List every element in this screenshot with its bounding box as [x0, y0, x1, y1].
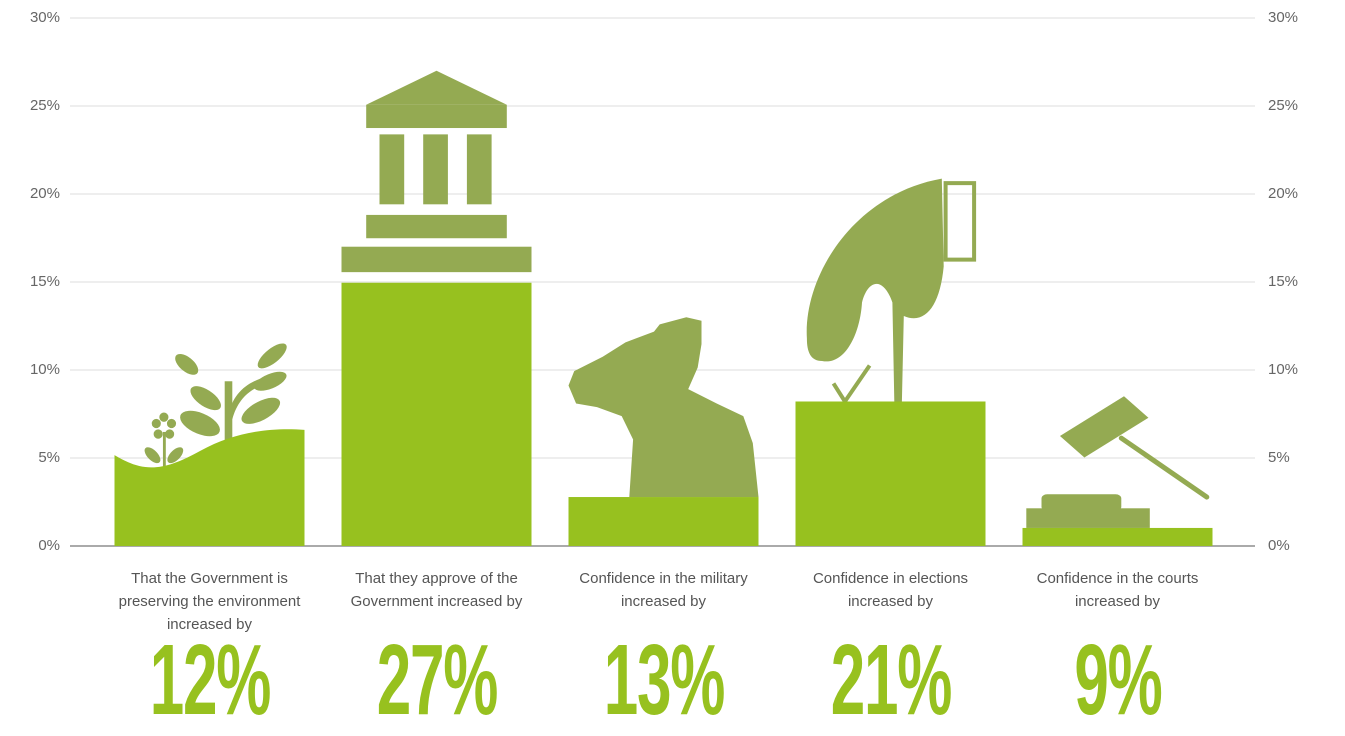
leaf — [175, 353, 199, 375]
y2-tick-label: 10% — [1268, 361, 1298, 378]
slab — [366, 214, 507, 239]
value-label: 12% — [149, 624, 271, 736]
y-tick-label: 25% — [30, 97, 60, 114]
leaf — [254, 371, 287, 391]
column — [423, 134, 448, 205]
gavel — [1026, 396, 1207, 528]
slab — [341, 246, 532, 273]
icon-bar — [795, 178, 986, 546]
petal — [166, 418, 177, 429]
y2-tick-label: 20% — [1268, 185, 1298, 202]
y2-tick-label: 0% — [1268, 537, 1290, 554]
category-label: That the Government is preserving the en… — [118, 570, 301, 633]
column — [466, 134, 492, 205]
leaf — [167, 447, 184, 464]
hand — [806, 178, 944, 402]
icon-bar — [568, 317, 759, 546]
y2-tick-label: 15% — [1268, 273, 1298, 290]
icon-bar — [114, 343, 305, 546]
y-tick-label: 0% — [38, 537, 60, 554]
category-label: Confidence in elections increased by — [812, 570, 969, 610]
petal — [165, 429, 175, 439]
y-tick-label: 15% — [30, 273, 60, 290]
petal — [153, 429, 163, 439]
petal — [151, 418, 161, 429]
building — [341, 70, 532, 273]
block — [1041, 494, 1122, 512]
leaf — [241, 397, 281, 424]
category-label: Confidence in the military increased by — [579, 570, 748, 610]
ballot — [806, 178, 975, 402]
check — [834, 365, 870, 401]
bar — [341, 282, 532, 546]
gavel-handle — [1121, 438, 1207, 497]
value-label: 9% — [1073, 624, 1162, 736]
column — [379, 134, 405, 205]
petal — [159, 412, 169, 422]
y-tick-label: 10% — [30, 361, 60, 378]
bar — [1022, 527, 1213, 546]
value-label: 21% — [830, 624, 952, 736]
architrave — [366, 104, 507, 129]
category-label: Confidence in the courts increased by — [1036, 570, 1199, 610]
stem — [224, 381, 233, 456]
hill — [114, 429, 305, 546]
flower-center — [160, 424, 167, 431]
bar — [795, 401, 986, 546]
y2-tick-label: 25% — [1268, 97, 1298, 114]
y-tick-label: 5% — [38, 449, 60, 466]
category-label: That they approve of the Government incr… — [350, 570, 523, 610]
y-tick-label: 30% — [30, 9, 60, 26]
value-label: 13% — [603, 624, 725, 736]
y2-tick-label: 5% — [1268, 449, 1290, 466]
silhouette — [568, 317, 759, 498]
roof — [366, 70, 507, 105]
y-tick-label: 20% — [30, 185, 60, 202]
leaf — [257, 343, 287, 369]
icon-bar — [341, 70, 532, 546]
bar — [568, 497, 759, 546]
paper — [946, 183, 975, 260]
value-label: 27% — [376, 624, 498, 736]
leaf — [190, 386, 221, 411]
block — [1026, 508, 1150, 528]
y2-tick-label: 30% — [1268, 9, 1298, 26]
flower-stem — [162, 431, 166, 470]
leaf — [180, 410, 220, 437]
leaf — [144, 447, 161, 464]
gavel-head — [1059, 396, 1149, 458]
soldier — [568, 317, 759, 498]
icon-bar — [1022, 396, 1213, 546]
